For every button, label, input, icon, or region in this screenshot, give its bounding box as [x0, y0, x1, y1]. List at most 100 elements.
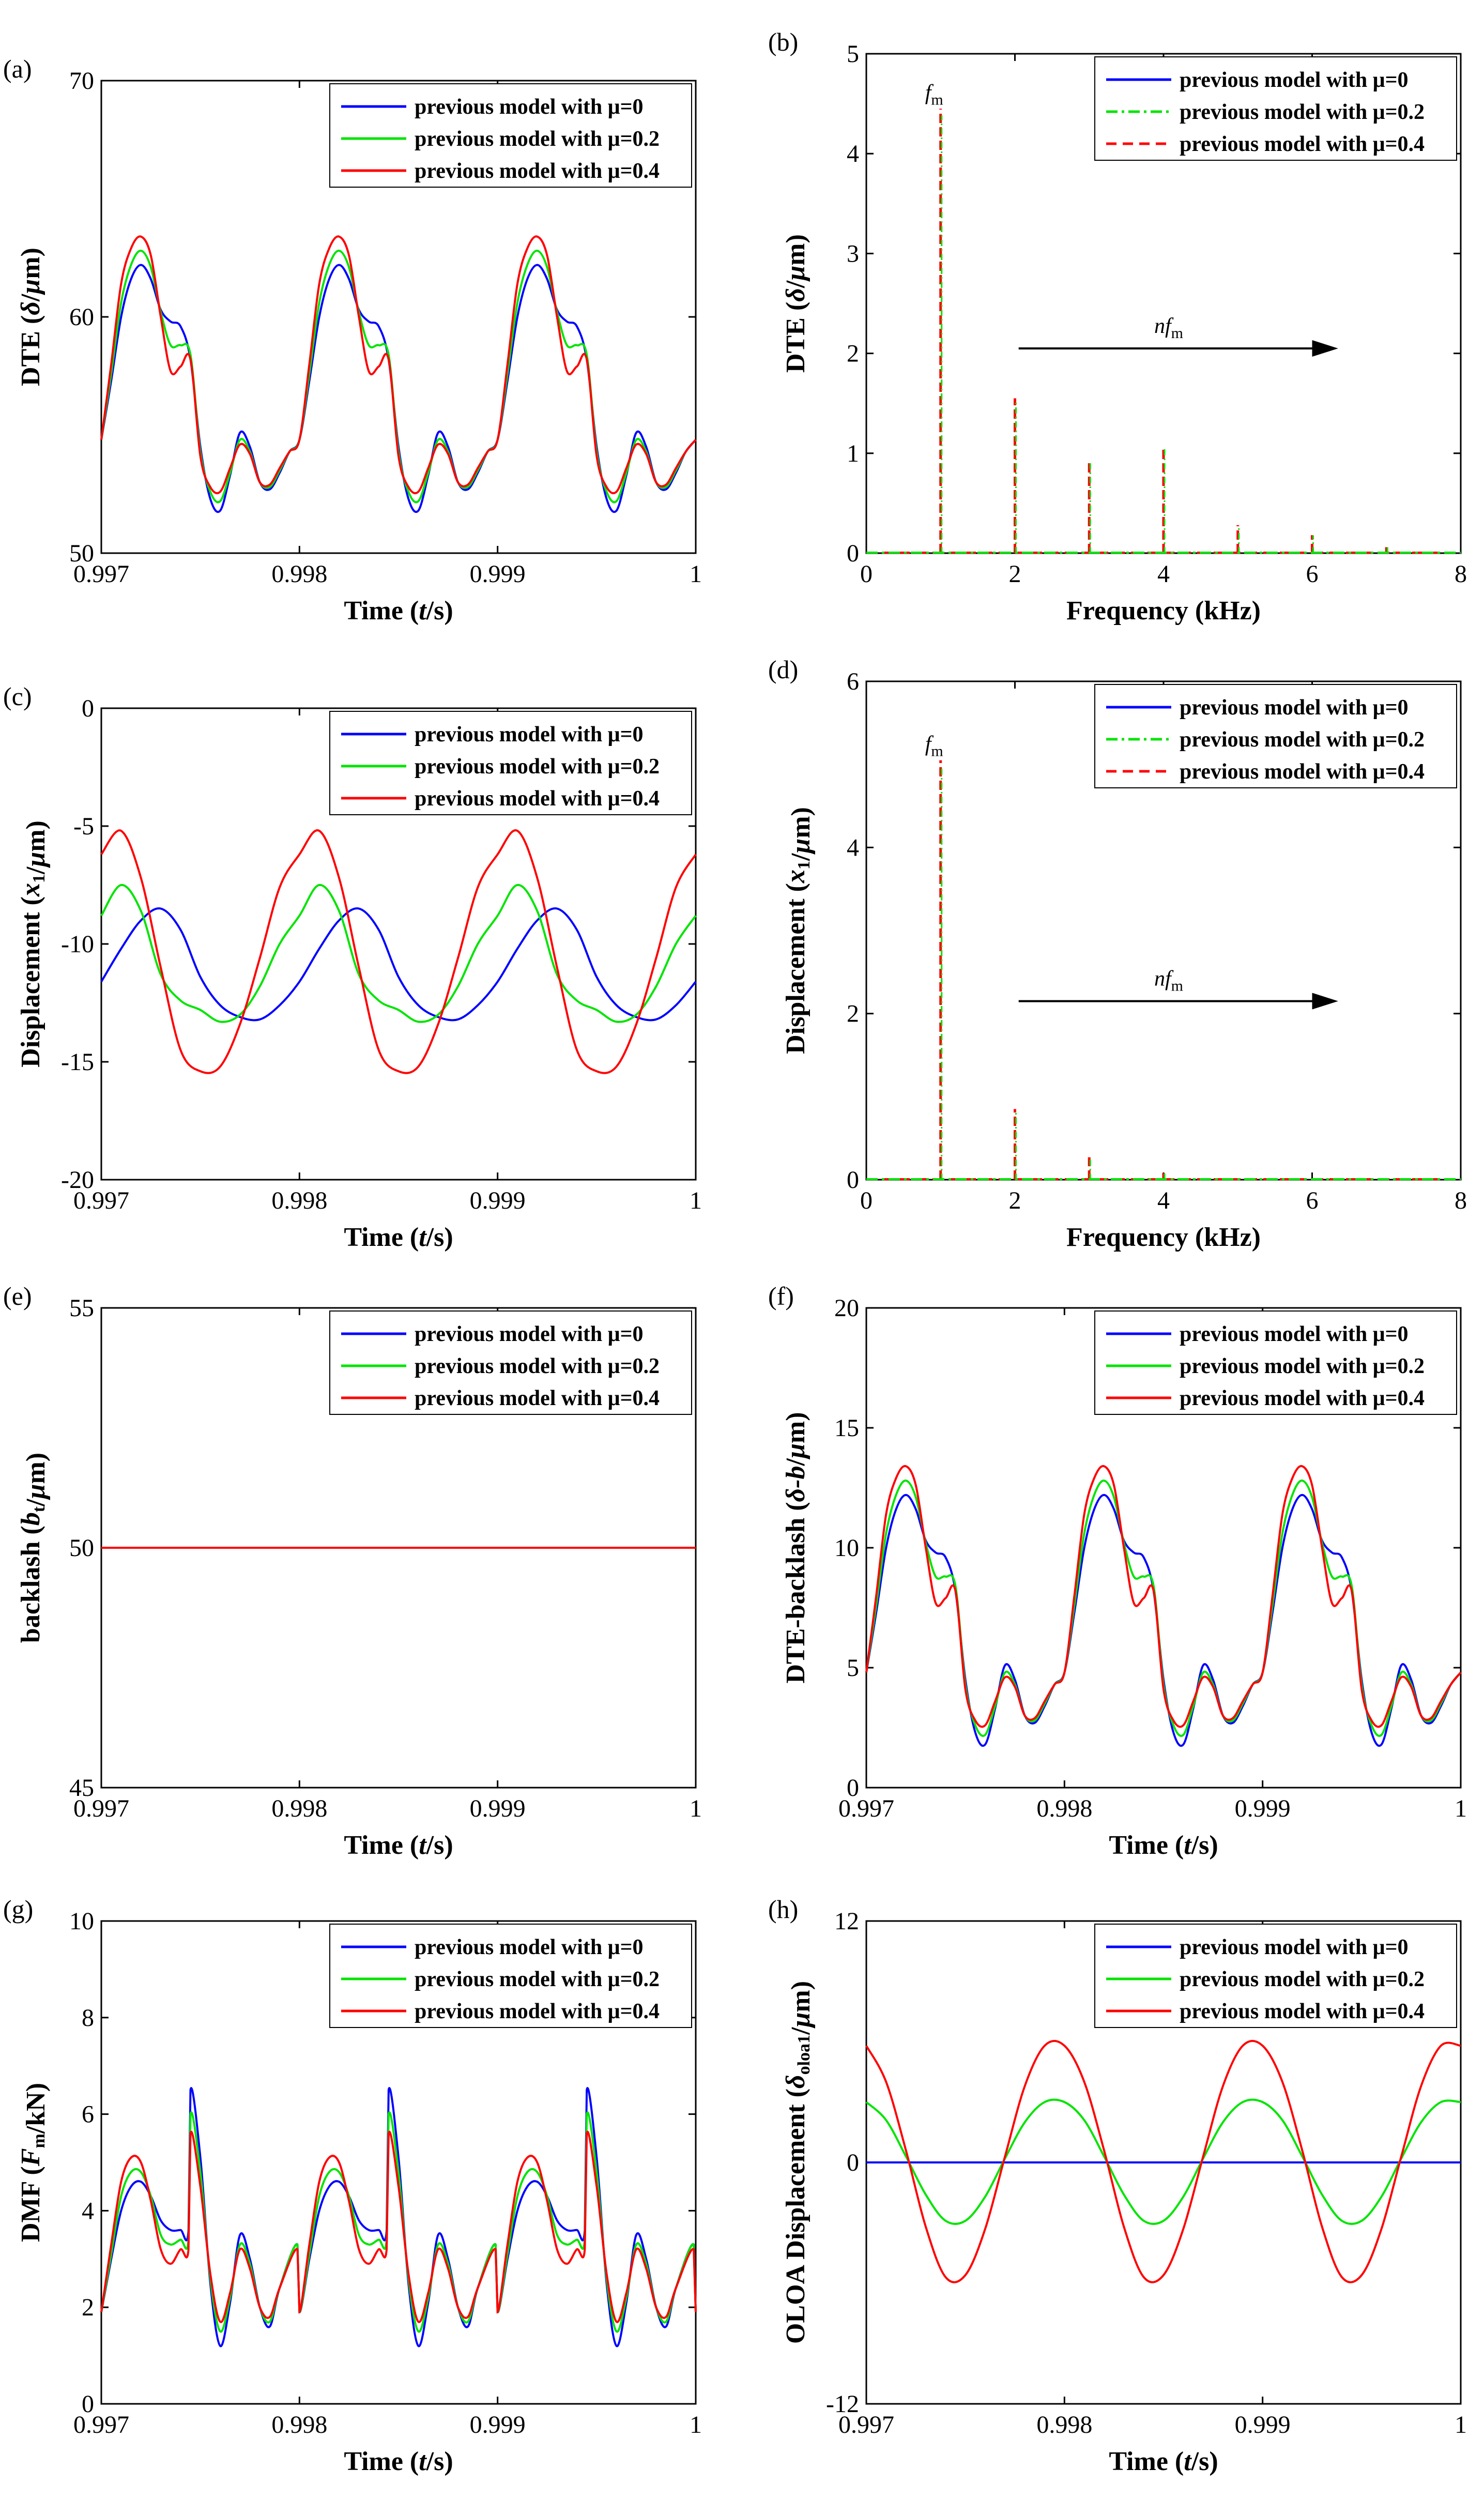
legend-box — [1094, 684, 1457, 788]
x-axis-label: Time (t/s) — [344, 1223, 453, 1252]
y-tick-label: 70 — [69, 67, 94, 95]
x-axis-label: Time (t/s) — [344, 596, 453, 626]
y-axis-label: DTE (δ/μm) — [781, 234, 810, 373]
legend-label: previous model with μ=0 — [415, 95, 644, 119]
legend: previous model with μ=0 previous model wi… — [1094, 1310, 1457, 1415]
y-axis-label: backlash (bt/μm) — [16, 1453, 51, 1643]
legend-label: previous model with μ=0 — [1180, 1935, 1409, 1959]
x-tick-label: 1 — [1455, 1795, 1467, 1822]
x-tick-label: 0.998 — [271, 560, 327, 588]
y-tick-label: 8 — [82, 2004, 94, 2032]
x-tick-label: 1 — [690, 560, 702, 588]
y-tick-label: 50 — [69, 1534, 94, 1562]
y-tick-label: 10 — [834, 1534, 859, 1562]
y-tick-label: 50 — [69, 540, 94, 567]
legend-label: previous model with μ=0 — [1180, 68, 1409, 92]
legend: previous model with μ=0 previous model wi… — [329, 1310, 692, 1415]
y-tick-label: 5 — [847, 40, 859, 68]
y-tick-label: 2 — [847, 1000, 859, 1028]
x-tick-label: 0.999 — [1235, 2411, 1291, 2438]
y-axis-label: OLOA Displacement (δoloa1/μm) — [781, 1981, 816, 2344]
x-tick-label: 6 — [1306, 560, 1319, 588]
y-tick-label: 12 — [834, 1908, 859, 1935]
series-line-mu-0-4 — [100, 235, 697, 494]
harmonic-arrow-head — [1312, 340, 1338, 357]
x-tick-label: 0.997 — [73, 2411, 129, 2438]
legend-label: previous model with μ=0 — [1180, 696, 1409, 720]
legend-label: previous model with μ=0.2 — [1180, 728, 1425, 752]
y-tick-label: 45 — [69, 1774, 94, 1802]
panel-label: (g) — [3, 1895, 33, 1924]
legend-label: previous model with μ=0 — [415, 1935, 644, 1959]
x-tick-label: 0.999 — [470, 1187, 526, 1214]
legend-label: previous model with μ=0.4 — [1180, 2000, 1425, 2023]
x-tick-label: 0.999 — [470, 1795, 526, 1822]
panel-label: (f) — [768, 1282, 794, 1310]
legend: previous model with μ=0 previous model wi… — [1094, 56, 1457, 161]
y-tick-label: -5 — [73, 813, 94, 840]
y-tick-label: 4 — [847, 140, 859, 167]
x-axis-label: Time (t/s) — [1109, 1831, 1218, 1860]
panel-e: (e) 0.997 0.998 0.999 1 45 50 55 Time (t/s) backl… — [3, 1282, 702, 1860]
series-line-mu-0-4 — [100, 2130, 697, 2323]
x-tick-label: 0.997 — [838, 1795, 894, 1822]
x-tick-label: 8 — [1455, 560, 1467, 588]
x-tick-label: 1 — [690, 2411, 702, 2438]
legend-label: previous model with μ=0.2 — [1180, 1354, 1425, 1378]
legend-box — [1094, 56, 1457, 161]
legend-label: previous model with μ=0 — [1180, 1322, 1409, 1346]
legend: previous model with μ=0 previous model wi… — [1094, 1924, 1457, 2028]
series-line-mu-0 — [100, 2087, 697, 2347]
y-tick-label: 55 — [69, 1294, 94, 1322]
x-tick-label: 4 — [1157, 560, 1170, 588]
legend-label: previous model with μ=0.4 — [415, 159, 660, 183]
x-tick-label: 0.998 — [1036, 2411, 1092, 2438]
y-tick-label: 2 — [82, 2294, 94, 2321]
x-tick-label: 0.999 — [470, 560, 526, 588]
x-tick-label: 1 — [690, 1795, 702, 1822]
x-axis-label: Time (t/s) — [1109, 2447, 1218, 2476]
series-line-mu-0-2 — [865, 2098, 1461, 2225]
y-tick-label: 6 — [82, 2101, 94, 2128]
panel-label: (b) — [768, 27, 798, 56]
y-tick-label: -10 — [61, 931, 94, 958]
x-tick-label: 0.998 — [1036, 1795, 1092, 1822]
y-tick-label: 2 — [847, 340, 859, 368]
series-line-mu-0-4 — [100, 829, 697, 1074]
x-tick-label: 0 — [860, 1187, 873, 1214]
y-tick-label: 0 — [82, 695, 94, 722]
x-axis-label: Frequency (kHz) — [1066, 596, 1261, 626]
y-tick-label: -20 — [61, 1166, 94, 1194]
y-tick-label: 0 — [847, 1166, 859, 1194]
legend-label: previous model with μ=0.4 — [1180, 760, 1425, 784]
nfm-annotation: nfm — [1154, 967, 1183, 995]
legend-label: previous model with μ=0.2 — [415, 1968, 660, 1991]
legend-label: previous model with μ=0.4 — [1180, 132, 1425, 156]
y-axis-label: DMF (Fm/kN) — [16, 2083, 51, 2242]
x-tick-label: 0.999 — [1235, 1795, 1291, 1822]
y-tick-label: 0 — [847, 1774, 859, 1802]
series-line-mu-0-2 — [100, 884, 697, 1023]
x-tick-label: 0.999 — [470, 2411, 526, 2438]
x-tick-label: 0.998 — [271, 2411, 327, 2438]
x-tick-label: 1 — [1455, 2411, 1467, 2438]
legend: previous model with μ=0 previous model wi… — [329, 711, 692, 815]
legend-label: previous model with μ=0.2 — [415, 755, 660, 779]
y-tick-label: 4 — [847, 834, 859, 861]
legend-label: previous model with μ=0.4 — [415, 787, 660, 811]
y-tick-label: -15 — [61, 1048, 94, 1076]
panel-label: (d) — [768, 655, 798, 684]
legend: previous model with μ=0 previous model wi… — [329, 83, 692, 188]
y-tick-label: 60 — [69, 303, 94, 331]
series-line-mu-0 — [100, 907, 697, 1022]
y-tick-label: 20 — [834, 1294, 859, 1322]
x-axis-label: Frequency (kHz) — [1066, 1223, 1261, 1252]
y-axis-label: DTE (δ/μm) — [16, 248, 45, 386]
x-tick-label: 8 — [1455, 1187, 1467, 1214]
panel-label: (h) — [768, 1895, 798, 1924]
y-tick-label: 0 — [847, 540, 859, 567]
y-tick-label: 15 — [834, 1414, 859, 1442]
